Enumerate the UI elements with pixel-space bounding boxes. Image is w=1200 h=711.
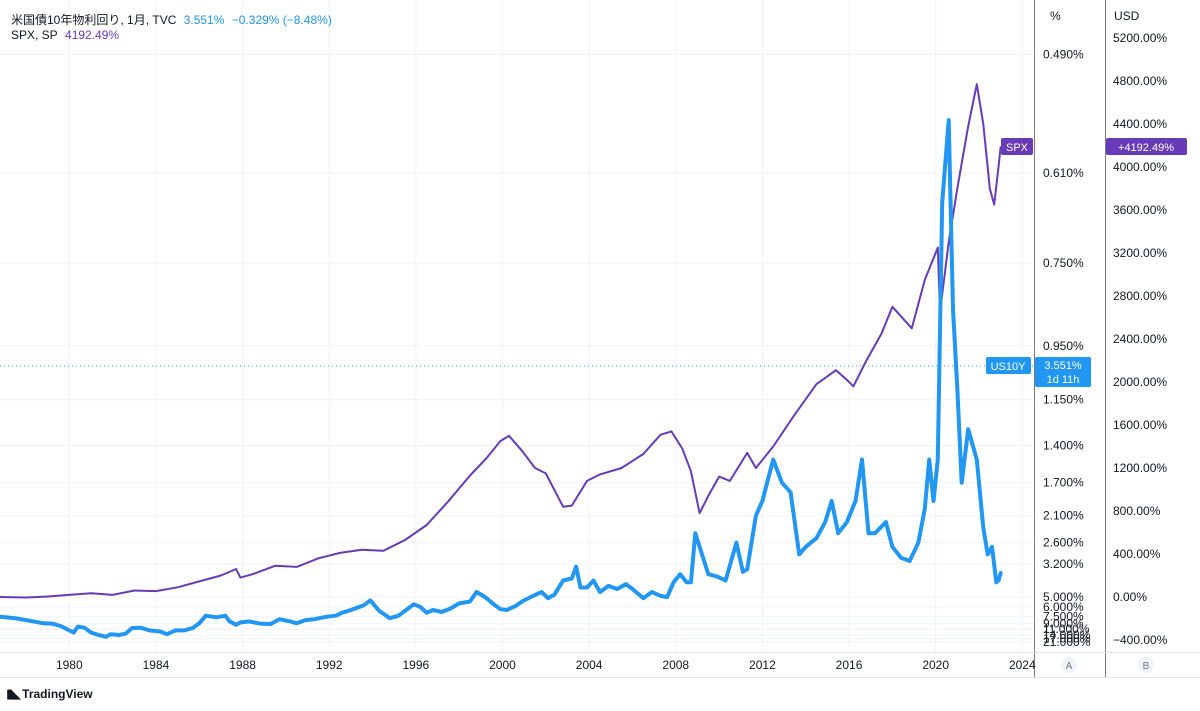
left-axis-unit: %: [1050, 9, 1061, 23]
tradingview-logo-icon: ▮◣: [6, 686, 21, 701]
legend-us10y-change: −0.329% (−8.48%): [231, 13, 332, 27]
scale-a-button[interactable]: A: [1061, 657, 1077, 673]
legend-spx-value: 4192.49%: [65, 28, 120, 42]
legend-us10y[interactable]: 米国債10年物利回り, 1月, TVC 3.551% −0.329% (−8.4…: [11, 11, 336, 28]
svg-text:SPX: SPX: [1006, 142, 1029, 154]
right-tick-label: −400.00%: [1113, 633, 1168, 647]
scale-b-label: B: [1143, 661, 1150, 672]
x-tick-label: 2012: [749, 658, 776, 672]
left-price-axis[interactable]: 0.490% 0.610% 0.750% 0.950% 1.150% 1.400% 1.70…: [1043, 48, 1091, 650]
x-tick-label: 1984: [143, 658, 170, 672]
left-tick-label: 1.400%: [1043, 438, 1084, 452]
right-tick-label: 3600.00%: [1113, 203, 1167, 217]
right-price-axis[interactable]: 5200.00% 4800.00% 4400.00% 4000.00% 3600.00%…: [1113, 31, 1168, 647]
spx-line: [0, 83, 1002, 599]
scale-a-label: A: [1066, 661, 1073, 672]
left-tick-label: 0.950%: [1043, 339, 1084, 353]
left-tick-label: 11.000%: [1043, 622, 1090, 636]
left-tick-label: 5.000%: [1043, 590, 1084, 604]
legend-us10y-name: 米国債10年物利回り, 1月, TVC: [11, 13, 177, 27]
right-tick-label: 0.00%: [1113, 590, 1147, 604]
left-tick-label: 7.500%: [1043, 610, 1084, 624]
left-tick-label: 0.610%: [1043, 166, 1084, 180]
x-tick-label: 1996: [403, 658, 430, 672]
x-tick-label: 2020: [922, 658, 949, 672]
left-tick-label: 9.000%: [1043, 616, 1084, 630]
time-axis[interactable]: 1980 1984 1988 1992 1996 2000 2004 2008 2012 2016…: [56, 658, 1036, 672]
us10y-tag-badge: US10Y: [986, 357, 1031, 374]
us10y-countdown: 1d 11h: [1047, 374, 1080, 386]
legend-spx[interactable]: SPX, SP 4192.49%: [11, 28, 123, 42]
right-tick-label: 4800.00%: [1113, 74, 1167, 88]
right-tick-label: 400.00%: [1113, 547, 1161, 561]
us10y-value-badge: 3.551% 1d 11h: [1035, 357, 1091, 387]
svg-text:3.551%: 3.551%: [1044, 360, 1082, 372]
svg-text:US10Y: US10Y: [991, 361, 1027, 373]
x-tick-label: 2004: [576, 658, 603, 672]
left-tick-label: 0.750%: [1043, 256, 1084, 270]
right-tick-label: 4400.00%: [1113, 117, 1167, 131]
scale-b-button[interactable]: B: [1138, 657, 1154, 673]
x-tick-label: 1980: [56, 658, 83, 672]
right-tick-label: 3200.00%: [1113, 246, 1167, 260]
right-tick-label: 1600.00%: [1113, 418, 1167, 432]
right-tick-label: 800.00%: [1113, 504, 1161, 518]
left-tick-label: 2.600%: [1043, 536, 1084, 550]
left-tick-label: 17.000%: [1043, 632, 1091, 646]
x-tick-label: 2008: [662, 658, 689, 672]
right-axis-unit: USD: [1114, 9, 1140, 23]
left-tick-label: 6.000%: [1043, 600, 1084, 614]
x-tick-label: 2016: [836, 658, 863, 672]
left-tick-label: 1.150%: [1043, 393, 1084, 407]
x-tick-label: 2024: [1009, 658, 1036, 672]
series-layer: [0, 83, 1003, 639]
right-tick-label: 1200.00%: [1113, 461, 1167, 475]
spx-tag-badge: SPX: [1001, 138, 1033, 155]
x-tick-label: 1988: [229, 658, 256, 672]
left-tick-label: 0.490%: [1043, 48, 1084, 62]
tradingview-logo[interactable]: ▮◣ TradingView: [6, 686, 93, 702]
tradingview-logo-text: TradingView: [22, 687, 93, 701]
right-tick-label: 2800.00%: [1113, 289, 1167, 303]
right-tick-label: 5200.00%: [1113, 31, 1167, 45]
legend-spx-name: SPX, SP: [11, 28, 58, 42]
legend-us10y-value: 3.551%: [183, 13, 225, 27]
x-tick-label: 2000: [489, 658, 516, 672]
left-tick-label: 21.000%: [1043, 635, 1091, 649]
left-tick-label: 1.700%: [1043, 476, 1084, 490]
us10y-line: [0, 118, 1003, 639]
right-tick-label: 2400.00%: [1113, 332, 1167, 346]
right-tick-label: 4000.00%: [1113, 160, 1167, 174]
left-tick-label: 14.000%: [1043, 628, 1091, 642]
spx-value-badge: +4192.49%: [1106, 138, 1187, 155]
right-tick-label: 2000.00%: [1113, 375, 1167, 389]
grid-lines: [0, 0, 1034, 652]
left-tick-label: 2.100%: [1043, 509, 1084, 523]
x-tick-label: 1992: [316, 658, 343, 672]
left-tick-label: 3.200%: [1043, 557, 1084, 571]
svg-text:+4192.49%: +4192.49%: [1118, 142, 1174, 154]
